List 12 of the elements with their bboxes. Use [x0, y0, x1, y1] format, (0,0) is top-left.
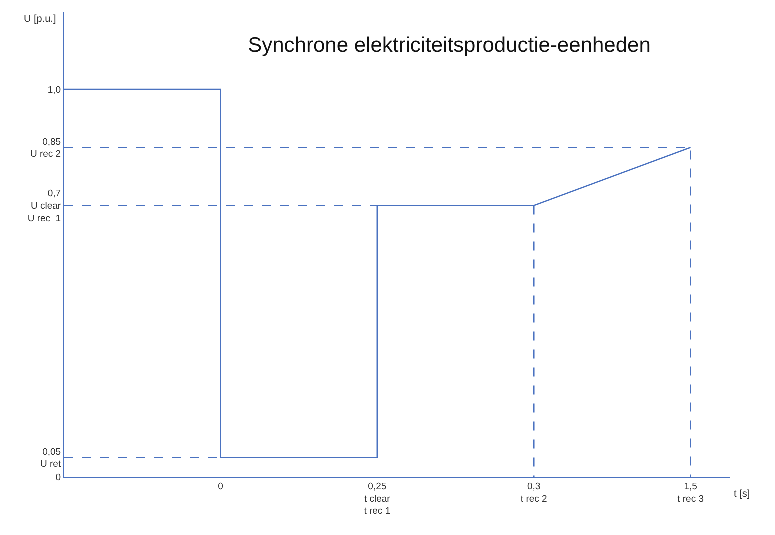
y-tick-label: 0,05 U ret	[40, 446, 62, 470]
y-tick-label: 1,0	[48, 84, 62, 96]
x-tick-label: 0	[218, 481, 224, 492]
y-tick-label: 0,85 U rec 2	[30, 136, 62, 160]
x-tick-label: 0,25 t clear t rec 1	[364, 481, 391, 518]
y-tick-label: 0	[56, 472, 62, 484]
y-axis-title: U [p.u.]	[24, 14, 56, 25]
x-tick-label: 0,3 t rec 2	[520, 481, 548, 505]
text: Synchrone elektriciteitsproductie-eenheden	[248, 34, 651, 58]
x-axis-title: t [s]	[734, 489, 750, 500]
y-tick-label: 0,7 U clear U rec 1	[28, 188, 62, 224]
x-tick-label: 1,5 t rec 3	[678, 481, 704, 505]
